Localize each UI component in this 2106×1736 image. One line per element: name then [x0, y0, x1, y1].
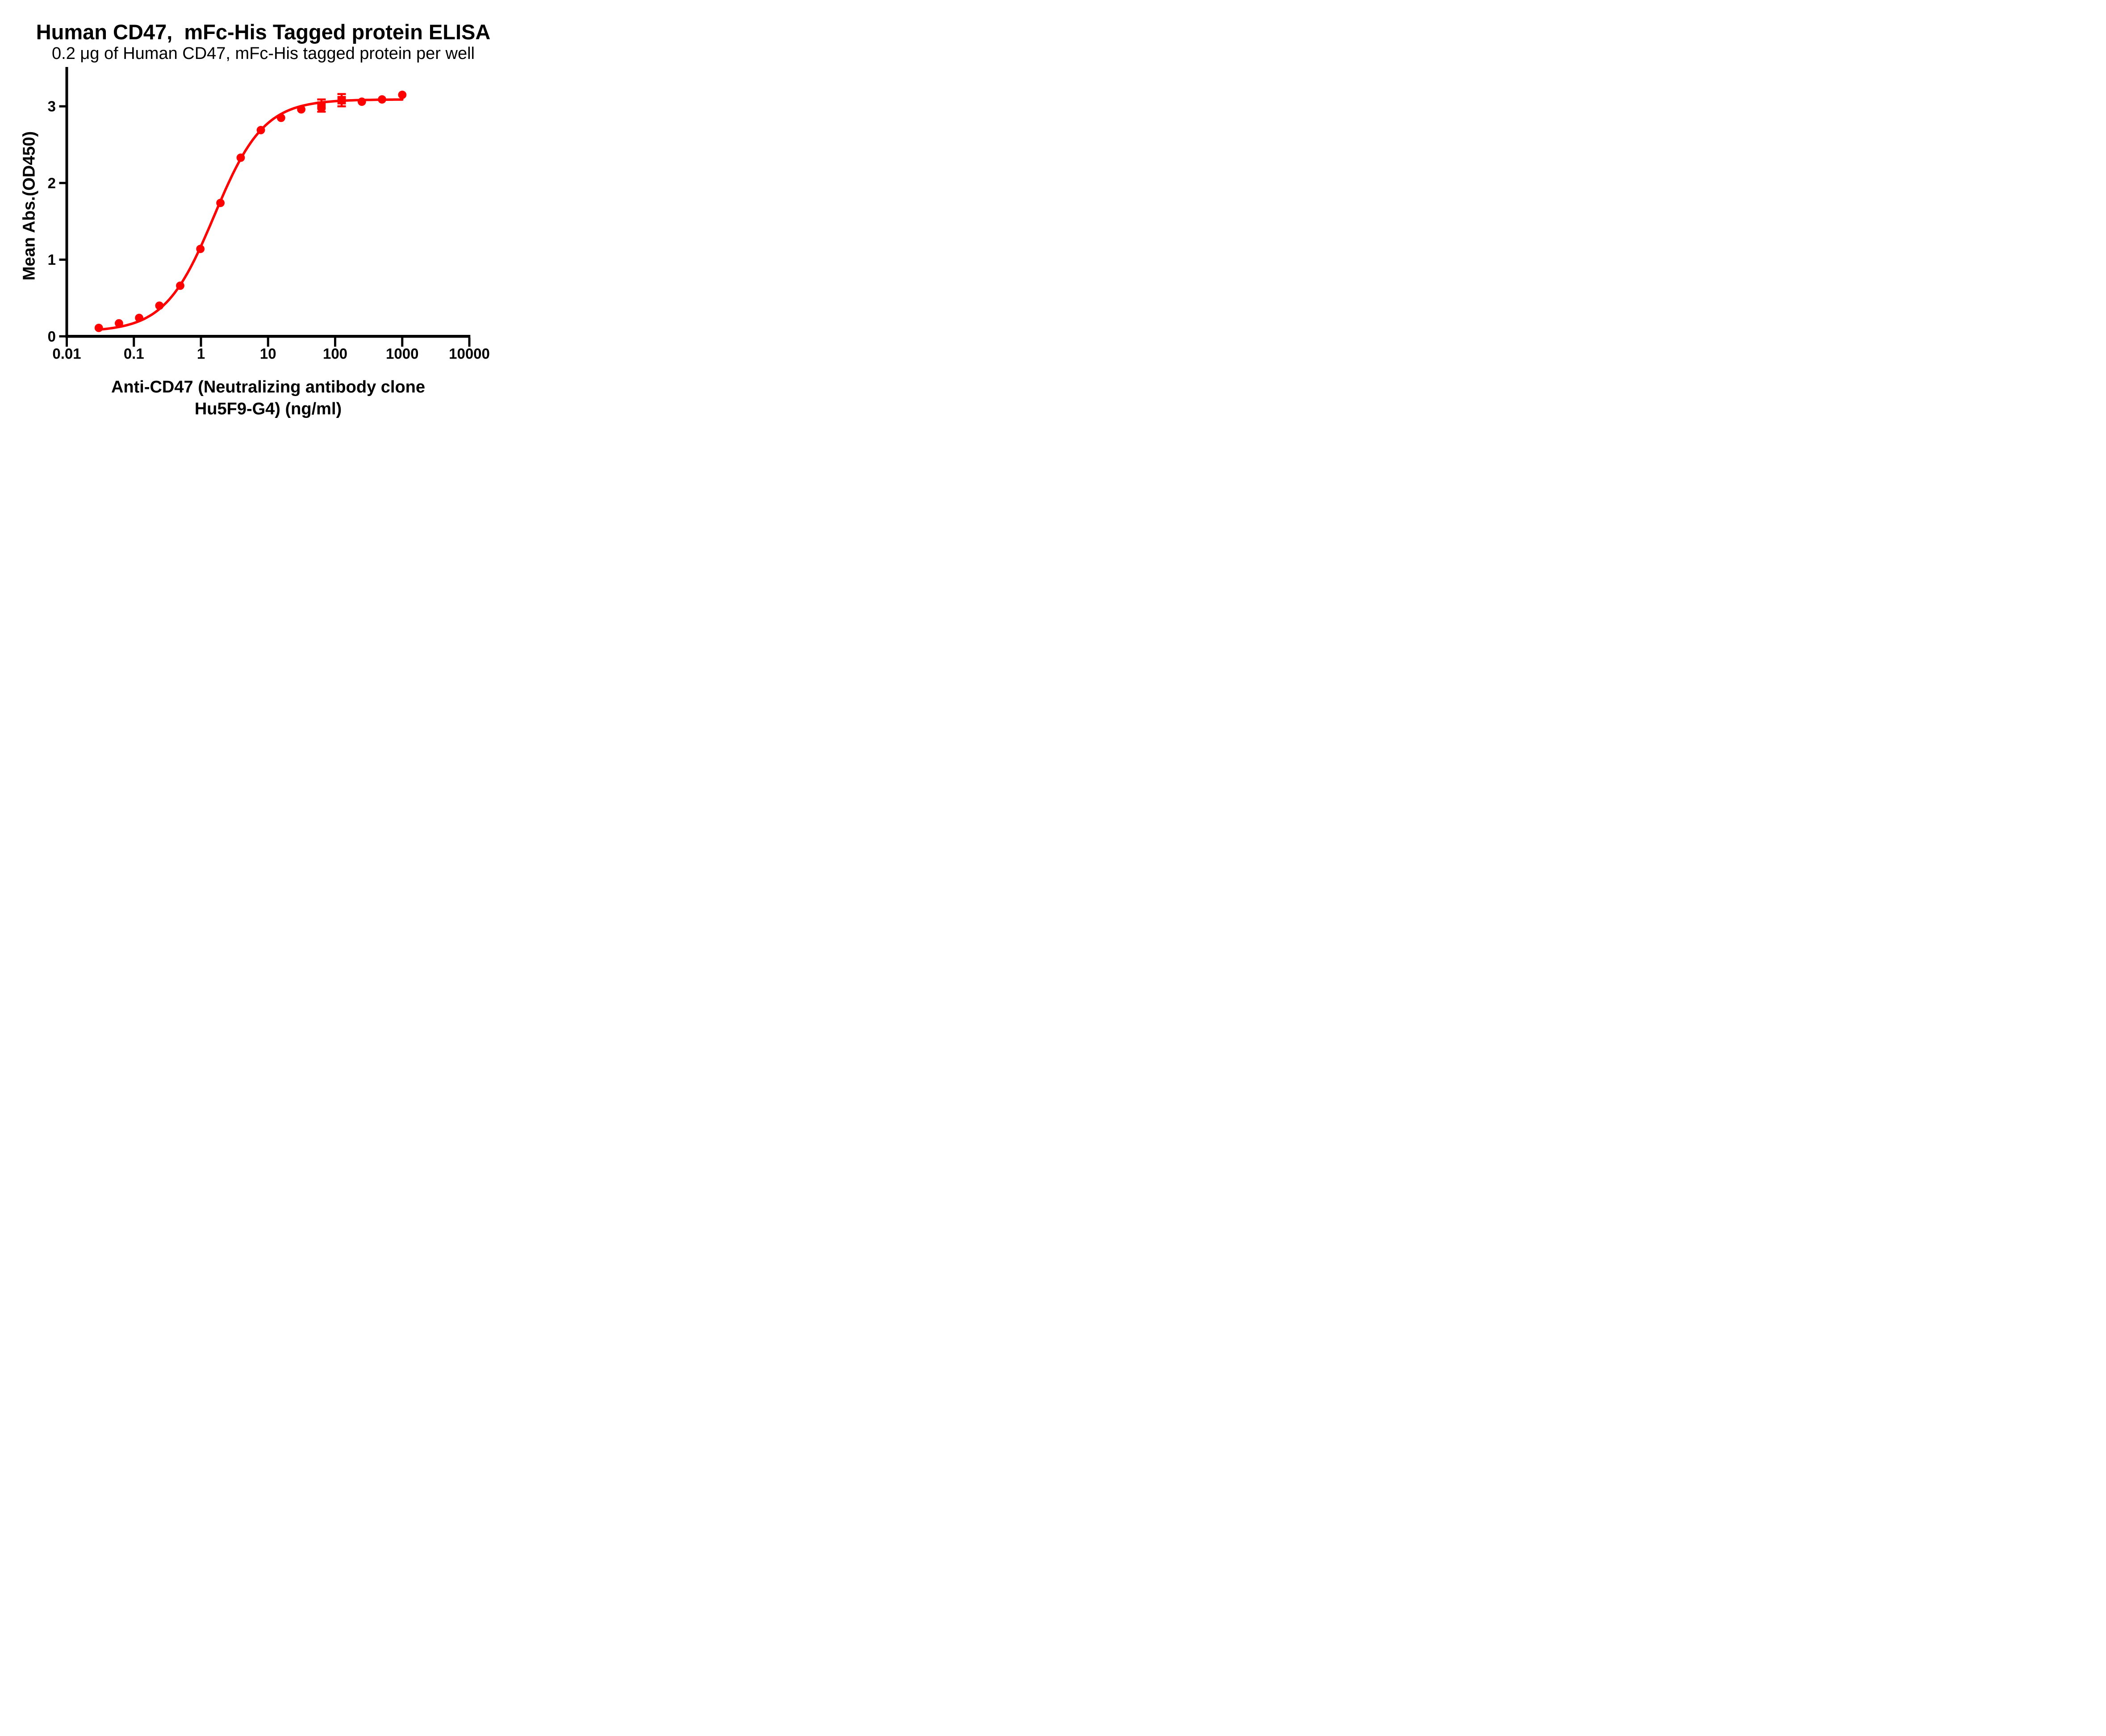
data-point-circle [236, 153, 245, 162]
y-tick-label: 0 [48, 328, 56, 345]
y-tick-label: 1 [48, 251, 56, 268]
data-point-circle [378, 95, 386, 104]
x-axis-label: Anti-CD47 (Neutralizing antibody clone Hu… [5, 376, 526, 420]
data-point-circle [357, 97, 366, 106]
data-point-circle [297, 105, 305, 114]
data-point-circle [135, 313, 143, 322]
x-tick-label: 10 [260, 346, 276, 362]
x-tick-label: 100 [323, 346, 347, 362]
x-tick-label: 10000 [449, 346, 490, 362]
data-point-square [337, 96, 346, 104]
elisa-figure: Human CD47, mFc-His Tagged protein ELISA… [0, 0, 526, 434]
chart-title: Human CD47, mFc-His Tagged protein ELISA [36, 20, 491, 44]
data-point-circle [176, 281, 184, 290]
data-point-square [317, 101, 326, 110]
chart-subtitle: 0.2 μg of Human CD47, mFc-His tagged pro… [52, 44, 475, 63]
data-point-circle [155, 301, 164, 310]
x-axis-label-line1: Anti-CD47 (Neutralizing antibody clone [111, 378, 426, 396]
x-axis-label-line2: Hu5F9-G4) (ng/ml) [194, 400, 342, 418]
data-point-circle [398, 91, 407, 99]
data-point-circle [196, 245, 205, 253]
data-point-circle [216, 199, 225, 207]
data-point-circle [115, 319, 123, 328]
data-point-circle [277, 113, 285, 122]
data-point-circle [94, 324, 103, 332]
y-tick-label: 2 [48, 175, 56, 191]
plot-area: 0.01 0.1 1 10 100 1000 10000 0 1 2 3 [48, 67, 490, 362]
x-tick-label: 0.1 [124, 346, 144, 362]
x-tick-label: 1 [197, 346, 205, 362]
data-point-circle [256, 126, 265, 134]
fit-curve [97, 98, 404, 331]
y-tick-label: 3 [48, 98, 56, 115]
x-tick-label: 1000 [386, 346, 418, 362]
x-tick-label: 0.01 [52, 346, 81, 362]
